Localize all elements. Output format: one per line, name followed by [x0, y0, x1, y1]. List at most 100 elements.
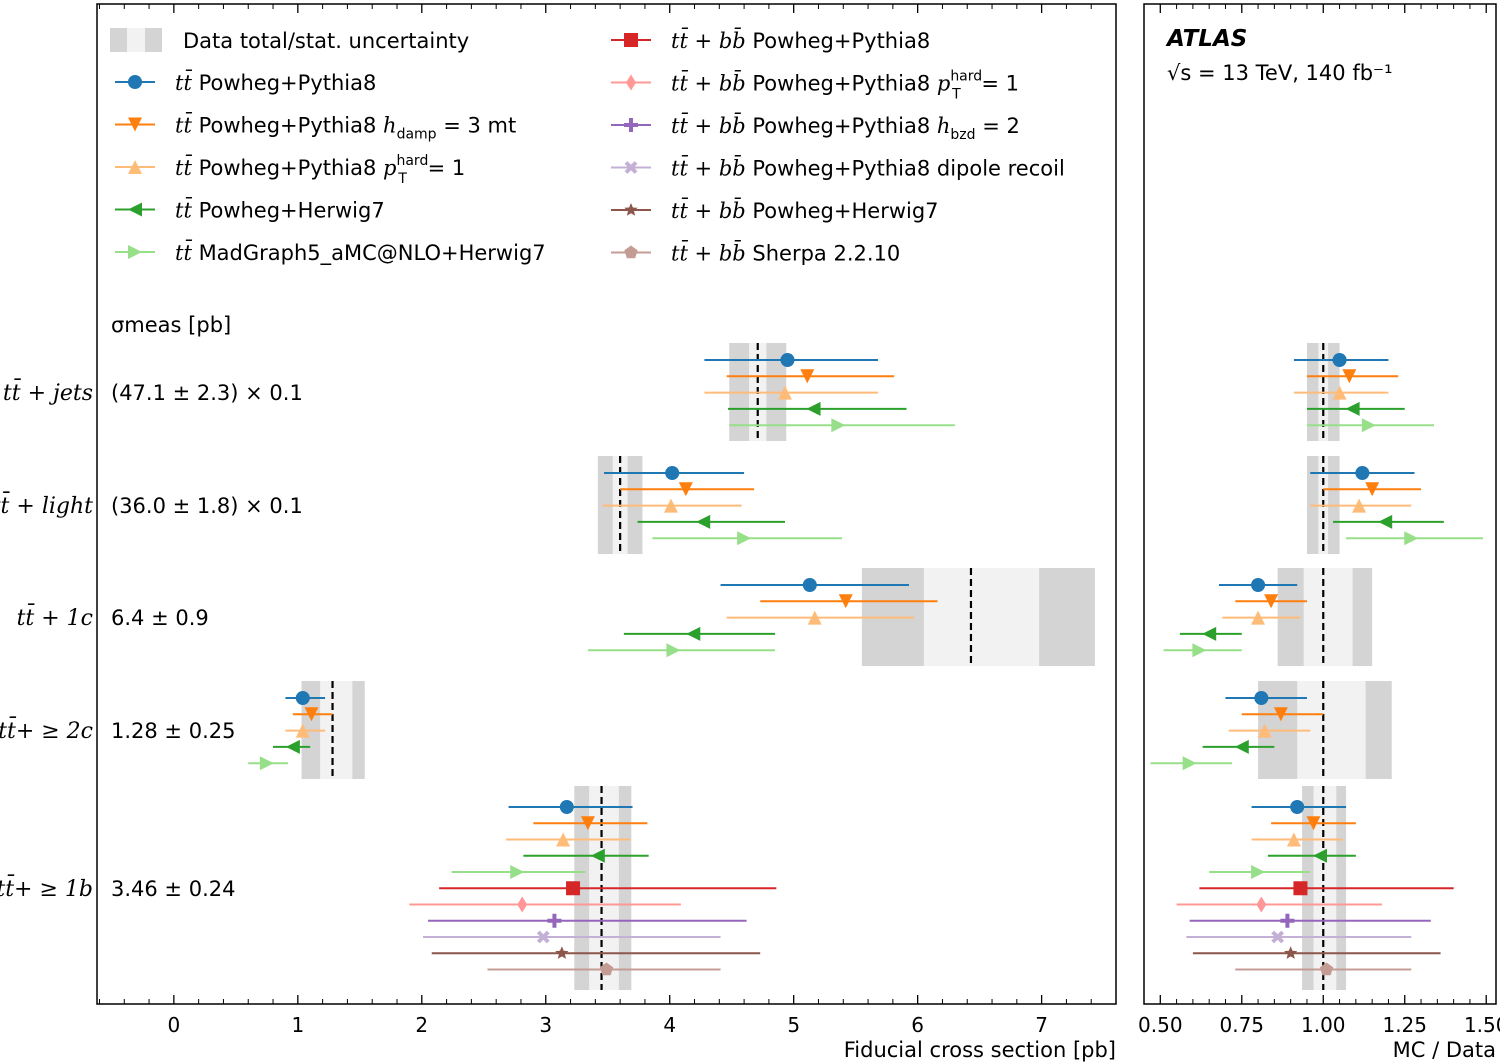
prediction-point: [604, 466, 745, 480]
prediction-point: [248, 756, 288, 771]
marker: [580, 816, 595, 831]
legend-entry: tt̄ Powheg+Pythia8: [115, 69, 376, 95]
marker: [517, 896, 528, 913]
legend-entry: tt̄ Powheg+Pythia8 phard T = 1: [115, 153, 465, 187]
legend-marker: [626, 74, 636, 91]
category-labels: tt̄ + jets (47.1 ± 2.3) × 0.1 tt̄ + light (…: [0, 378, 303, 902]
ratio-point: [1306, 369, 1399, 384]
energy-label: √s = 13 TeV, 140 fb⁻¹: [1167, 61, 1393, 85]
legend-process: tt̄: [175, 69, 199, 95]
stat-uncertainty-band: [320, 681, 353, 779]
marker: [547, 913, 562, 928]
measured-value: 6.4 ± 0.9: [111, 606, 209, 630]
prediction-point: [587, 643, 776, 658]
legend-rest: = 2: [976, 114, 1020, 138]
legend-label: tt̄ + bb̄ Powheg+Pythia8 hbzd = 2: [671, 112, 1020, 143]
marker: [678, 482, 693, 497]
marker: [737, 531, 752, 546]
legend-process: tt̄ + bb̄: [671, 112, 752, 138]
legend-generator: Powheg+Herwig7: [752, 199, 938, 223]
category-label: tt̄ + jets: [3, 378, 93, 406]
ratio-marker: [1251, 610, 1266, 625]
legend-process: tt̄: [175, 154, 199, 180]
marker: [666, 643, 681, 658]
ratio-marker: [1251, 578, 1266, 592]
tick-label: 6: [911, 1013, 924, 1037]
prediction-point: [704, 353, 878, 367]
ratio-marker: [1284, 946, 1298, 959]
legend-entry: tt̄ + bb̄ Powheg+Pythia8 dipole recoil: [611, 155, 1065, 181]
ratio-marker: [1254, 691, 1269, 705]
ratio-marker: [1286, 832, 1301, 847]
prediction-point: [726, 610, 914, 625]
legend-var: h: [930, 114, 950, 138]
ratio-point: [1189, 913, 1431, 928]
x-axis-label: Fiducial cross section [pb]: [844, 1038, 1116, 1062]
legend-generator: Powheg+Pythia8: [752, 72, 930, 96]
ratio-point: [1293, 385, 1389, 400]
ratio-marker: [1202, 626, 1217, 641]
ratio-point: [1267, 848, 1356, 863]
legend-process: tt̄ + bb̄: [671, 197, 752, 223]
prediction-point: [439, 881, 777, 896]
ratio-point: [1346, 531, 1483, 546]
prediction-point: [285, 691, 326, 705]
marker: [800, 369, 815, 384]
ratio-marker: [1332, 385, 1347, 400]
marker: [590, 848, 605, 863]
legend-generator: Powheg+Pythia8: [199, 114, 377, 138]
legend-data-entry: Data total/stat. uncertainty: [110, 28, 469, 53]
prediction-point: [423, 930, 721, 944]
tick-label: 0.75: [1220, 1013, 1265, 1037]
tick-label: 7: [1035, 1013, 1048, 1037]
ratio-marker: [1378, 514, 1393, 529]
ratio-marker: [1306, 816, 1321, 831]
measured-value: 1.28 ± 0.25: [111, 719, 235, 743]
marker: [259, 756, 274, 771]
legend-label: tt̄ + bb̄ Powheg+Pythia8 dipole recoil: [671, 155, 1065, 181]
ratio-point: [1251, 832, 1343, 847]
legend-marker: [624, 161, 638, 174]
legend-entry: tt̄ + bb̄ Powheg+Herwig7: [611, 197, 939, 223]
prediction-point: [292, 707, 333, 722]
legend-label: tt̄ MadGraph5_aMC@NLO+Herwig7: [175, 239, 546, 266]
prediction-point: [729, 418, 955, 433]
marker: [663, 498, 678, 513]
legend-label: tt̄ + bb̄ Powheg+Pythia8: [671, 27, 930, 53]
legend-rest: = 3 mt: [437, 114, 517, 138]
ratio-marker: [1293, 881, 1308, 896]
prediction-point: [602, 498, 742, 513]
ratio-marker: [1251, 865, 1266, 879]
prediction-point: [431, 946, 761, 959]
ratio-point: [1179, 626, 1242, 641]
category-label: tt̄ + 1c: [17, 603, 93, 631]
legend-var: h: [376, 114, 396, 138]
prediction-point: [720, 578, 909, 592]
legend-entry: tt̄ + bb̄ Powheg+Pythia8: [611, 27, 930, 53]
ratio-marker: [1355, 466, 1370, 480]
ratio-marker: [1256, 896, 1267, 913]
marker: [802, 578, 817, 592]
legend-marker: [128, 75, 142, 89]
ratio-marker: [1345, 401, 1360, 416]
marker: [285, 739, 300, 754]
legend-rest: = 1: [975, 72, 1019, 96]
ratio-point: [1310, 466, 1415, 480]
ratio-point: [1209, 865, 1311, 879]
tick-label: 5: [787, 1013, 800, 1037]
ratio-marker: [1257, 723, 1272, 738]
marker: [838, 594, 853, 609]
left-panel: [248, 343, 1095, 990]
ratio-marker: [1182, 756, 1197, 771]
legend-sub: bzd: [950, 127, 975, 143]
prediction-point: [623, 626, 776, 641]
legend-marker: [128, 117, 142, 132]
marker: [510, 865, 525, 879]
ratio-point: [1225, 691, 1307, 705]
prediction-point: [451, 865, 586, 879]
ratio-marker: [1290, 800, 1305, 814]
marker: [665, 466, 680, 480]
prediction-point: [508, 800, 633, 814]
legend-process: tt̄: [175, 197, 199, 223]
legend-entry: tt̄ MadGraph5_aMC@NLO+Herwig7: [115, 239, 546, 266]
